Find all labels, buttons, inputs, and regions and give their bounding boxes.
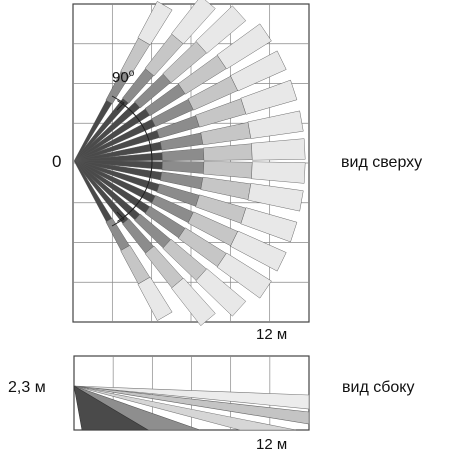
- origin-label: 0: [52, 152, 61, 171]
- angle-arc: [117, 100, 153, 222]
- detection-beam: [74, 5, 247, 162]
- side-beam-pale: [73, 385, 310, 410]
- detection-beam-zone: [216, 23, 272, 70]
- detection-beam-zone: [240, 79, 298, 115]
- detection-beam-zone: [230, 50, 287, 92]
- detection-beam-zone: [247, 183, 304, 212]
- detection-beam: [74, 1, 173, 162]
- detection-beam: [74, 159, 306, 184]
- detection-beam-zone: [247, 110, 304, 139]
- angle-degree-mark: o: [129, 68, 135, 79]
- side-beam-light: [73, 385, 310, 425]
- side-beam-light-lower: [73, 385, 297, 431]
- detection-beam: [74, 160, 173, 321]
- detection-beam-zone: [137, 276, 173, 321]
- detection-beam: [74, 138, 306, 163]
- angle-indicator: 90o: [111, 68, 153, 227]
- angle-value: 90: [112, 69, 129, 86]
- side-view-caption: вид сбоку: [342, 379, 414, 396]
- detection-beam: [74, 159, 304, 212]
- height-label: 2,3 м: [8, 379, 46, 396]
- detection-beam: [74, 160, 272, 299]
- top-range-label: 12 м: [256, 326, 287, 343]
- detection-beam-zone: [137, 1, 173, 46]
- detection-beam-zone: [251, 138, 306, 161]
- detection-beam-zone: [171, 277, 216, 326]
- angle-arrow-top: [111, 95, 125, 111]
- detection-beam-zone: [195, 268, 247, 317]
- detection-beam-zone: [240, 207, 298, 243]
- top-view: 90o 0 12 м вид сверху: [52, 0, 422, 343]
- detection-beam-zone: [216, 252, 272, 299]
- detection-beam: [74, 23, 272, 162]
- detection-beam-zone: [251, 161, 306, 184]
- detection-beam: [74, 159, 298, 243]
- angle-arrow-bottom: [111, 211, 125, 227]
- detection-beam: [74, 160, 216, 326]
- angle-label: 90o: [112, 68, 135, 86]
- detection-beam: [74, 110, 304, 163]
- detection-beam: [74, 79, 298, 163]
- detection-beam: [74, 160, 247, 317]
- side-view: 2,3 м 12 м вид сбоку: [8, 355, 414, 453]
- detection-beam: [74, 160, 287, 272]
- side-range-label: 12 м: [256, 436, 287, 453]
- detection-beam: [74, 50, 287, 162]
- side-beam-dark: [73, 385, 150, 431]
- detection-beam: [74, 0, 216, 162]
- detection-beam-zone: [195, 5, 247, 54]
- top-view-detection-beams: [74, 0, 306, 326]
- top-view-caption: вид сверху: [341, 154, 422, 171]
- detection-beam-zone: [171, 0, 216, 45]
- detection-beam-zone: [230, 230, 287, 272]
